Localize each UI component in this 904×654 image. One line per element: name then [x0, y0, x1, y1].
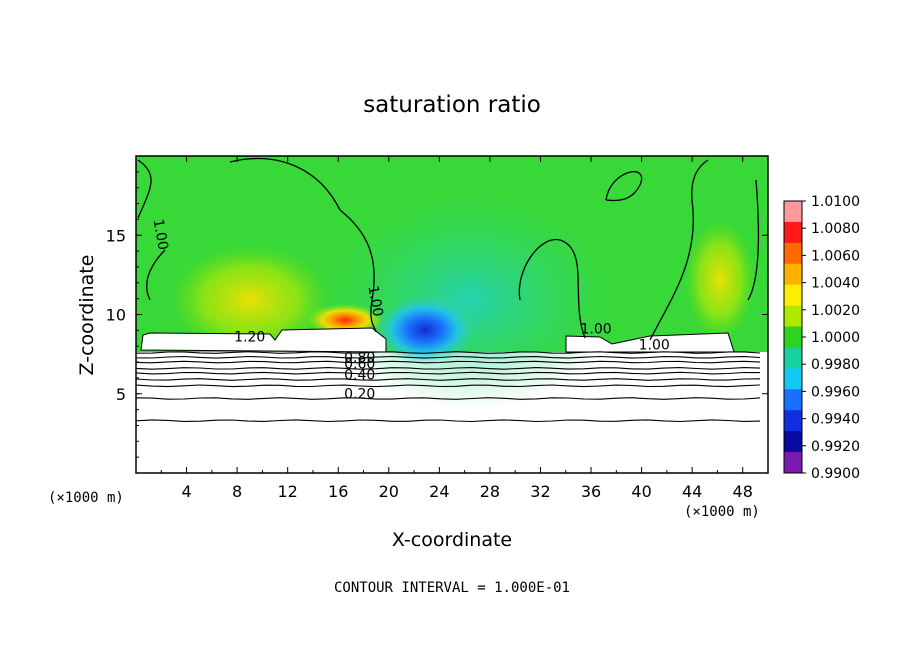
y-tick-label: 10: [106, 306, 126, 325]
colorbar-segment: [784, 347, 802, 369]
contour-line: [136, 371, 761, 375]
x-tick-label: 44: [682, 482, 702, 501]
x-axis-ticks: 4 8 12 16 20 24 28 32 36 40 44 48: [160, 156, 769, 501]
x-tick-label: 36: [581, 482, 601, 501]
colorbar: 1.0100 1.0080 1.0060 1.0040 1.0020 1.0000 0.99…: [783, 194, 860, 482]
y-axis-label: Z-coordinate: [76, 255, 98, 376]
colorbar-segment: [784, 201, 802, 223]
colorbar-segment: [784, 284, 802, 307]
contour-line: [649, 159, 709, 341]
x-unit-right: (×1000 m): [684, 504, 760, 520]
contour-label: 0.20: [344, 387, 375, 403]
contour-line: [136, 397, 761, 400]
colorbar-label: 0.9960: [811, 384, 860, 400]
x-tick-label: 32: [530, 482, 550, 501]
x-tick-label: 12: [278, 482, 298, 501]
x-tick-label: 24: [429, 482, 449, 501]
colorbar-label: 1.0000: [811, 330, 860, 346]
x-tick-label: 20: [379, 482, 399, 501]
colorbar-label: 0.9920: [811, 439, 860, 455]
cloud-regions: [140, 327, 735, 353]
colorbar-segment: [784, 410, 802, 432]
x-tick-label: 28: [480, 482, 500, 501]
colorbar-segment: [784, 389, 802, 411]
colorbar-segment: [784, 263, 802, 286]
cloud-region: [565, 332, 735, 353]
contour-label: 1.00: [364, 284, 385, 317]
contour-line: [136, 355, 761, 359]
yellow-anomaly: [170, 245, 330, 355]
colorbar-segment: [784, 242, 802, 265]
x-tick-label: 4: [181, 482, 191, 501]
contour-line: [229, 157, 377, 333]
contour-line: [136, 367, 761, 370]
contour-line: [747, 179, 760, 301]
contour-line: [605, 171, 643, 202]
colorbar-segment: [784, 368, 802, 390]
contour-line: [136, 378, 761, 381]
colorbar-segment: [784, 221, 802, 244]
colorbar-label: 1.0080: [811, 221, 860, 237]
contour-line: [136, 351, 761, 354]
y-tick-label: 15: [106, 226, 126, 245]
contour-lines: [137, 157, 760, 341]
x-tick-label: 8: [232, 482, 242, 501]
x-tick-label: 40: [631, 482, 651, 501]
colorbar-label: 1.0020: [811, 303, 860, 319]
x-unit-left: (×1000 m): [48, 490, 124, 506]
x-tick-label: 16: [328, 482, 348, 501]
x-axis-label: X-coordinate: [392, 529, 512, 551]
cloud-region: [140, 327, 387, 353]
plot-area: [136, 156, 768, 473]
contour-line: [136, 384, 761, 388]
colorbar-label: 1.0100: [811, 194, 860, 210]
contour-label: 0.60: [344, 356, 375, 372]
chart-title: saturation ratio: [363, 92, 541, 118]
contour-label: 1.20: [234, 329, 265, 345]
contour-label: 1.00: [581, 322, 612, 338]
colorbar-label: 0.9980: [811, 357, 860, 373]
contour-label: 0.40: [344, 367, 375, 383]
yellow-anomaly: [685, 220, 755, 340]
y-tick-label: 5: [116, 385, 126, 404]
contour-line: [146, 249, 166, 301]
colorbar-segment: [784, 305, 802, 328]
contour-label: 1.00: [639, 337, 670, 353]
contour-line: [136, 360, 761, 364]
colorbar-segment: [784, 326, 802, 348]
colorbar-segment: [784, 431, 802, 453]
dry-anomaly: [375, 296, 475, 364]
contour-label: 1.00: [150, 218, 171, 251]
colorbar-label: 1.0060: [811, 248, 860, 264]
contour-label: 0.80: [344, 350, 375, 366]
y-axis-ticks: 5 10 15: [106, 171, 768, 458]
colorbar-segment: [784, 452, 802, 474]
colorbar-label: 1.0040: [811, 276, 860, 292]
contour-line: [136, 419, 761, 423]
colorbar-label: 0.9900: [811, 466, 860, 482]
contour-labels: 1.00 1.00 1.20 1.00 1.00 0.800.600.40 0.20: [150, 218, 670, 403]
contour-line: [518, 239, 586, 339]
x-tick-label: 48: [733, 482, 753, 501]
contour-interval-note: CONTOUR INTERVAL = 1.000E-01: [334, 580, 570, 596]
contour-line: [137, 159, 152, 219]
colorbar-label: 0.9940: [811, 412, 860, 428]
low-level-contours: [136, 351, 761, 423]
